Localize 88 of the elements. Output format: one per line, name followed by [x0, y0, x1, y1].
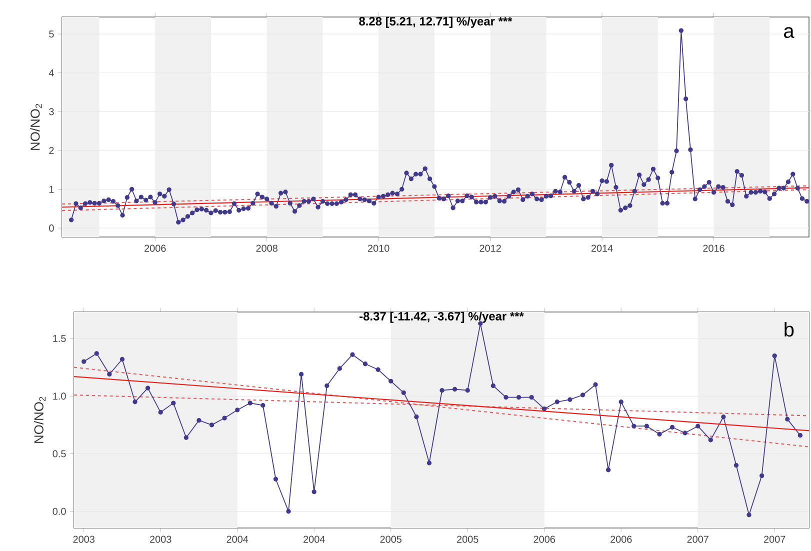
point [235, 408, 240, 412]
x-tick-label: 2003 [73, 536, 94, 543]
point [426, 460, 432, 466]
point [209, 422, 214, 428]
point [196, 418, 202, 423]
y-tick-label: 0.5 [52, 450, 66, 458]
x-tick-label: 2006 [610, 536, 632, 543]
point [107, 372, 112, 377]
point [401, 390, 406, 396]
y-axis-title: NO/NO$_{2}$ [34, 396, 46, 443]
point [222, 416, 227, 420]
point [158, 410, 163, 415]
point [606, 468, 611, 472]
chart-title: -8.37 [-11.42, -3.67] %/year *** [360, 312, 524, 323]
x-tick-label: 2008 [256, 244, 278, 252]
point [298, 372, 304, 377]
point [798, 432, 803, 438]
point [696, 424, 700, 428]
x-tick-label: 2016 [703, 244, 724, 252]
y-tick-label: 2 [49, 146, 54, 154]
point [312, 489, 316, 494]
point [452, 386, 458, 392]
point [529, 394, 534, 400]
point [721, 414, 726, 420]
point [785, 416, 790, 422]
y-tick-label: 0.0 [52, 508, 66, 515]
y-tick-label: 5 [49, 30, 54, 38]
x-tick-label: 2012 [480, 244, 501, 252]
point [657, 432, 662, 437]
x-tick-label: 2007 [764, 536, 786, 543]
y-tick-label: 4 [48, 69, 54, 76]
point [286, 509, 291, 514]
point [644, 424, 650, 428]
y-tick-label: 0 [49, 224, 54, 232]
point [554, 400, 560, 404]
point [94, 351, 99, 356]
point [670, 424, 675, 430]
point [145, 386, 150, 390]
point [82, 359, 86, 364]
point [759, 473, 764, 478]
x-tick-label: 2003 [150, 536, 172, 543]
point [440, 388, 444, 393]
chart-title: 8.28 [5.21, 12.71] %/year *** [359, 16, 512, 28]
x-tick-label: 2014 [591, 244, 613, 252]
y-axis-title: NO/NO$_{2}$ [30, 104, 42, 150]
x-tick-label: 2005 [457, 536, 478, 543]
point [337, 366, 342, 371]
point [593, 382, 598, 387]
point [682, 430, 688, 436]
point [516, 394, 522, 400]
point [376, 367, 380, 372]
point [772, 353, 777, 358]
x-tick-label: 2010 [368, 244, 390, 252]
point [171, 400, 176, 406]
point [504, 394, 508, 400]
point [568, 397, 572, 402]
point [746, 512, 752, 518]
annotation: b [784, 322, 794, 337]
y-tick-label: 1 [49, 186, 54, 193]
point [260, 403, 266, 408]
point [734, 462, 739, 468]
point [580, 392, 586, 398]
point [542, 406, 547, 412]
point [350, 352, 355, 357]
point [132, 400, 138, 404]
point [465, 388, 470, 393]
point [324, 383, 330, 388]
point [184, 435, 189, 440]
point [248, 400, 252, 406]
x-tick-label: 2006 [144, 244, 166, 252]
x-tick-label: 2007 [687, 536, 708, 543]
point [414, 414, 419, 420]
x-tick-label: 2005 [380, 536, 402, 543]
point [490, 383, 496, 388]
point [362, 362, 368, 366]
annotation: a [784, 27, 794, 38]
x-tick-label: 2004 [226, 536, 248, 543]
point [632, 424, 636, 428]
y-tick-label: 3 [49, 108, 54, 116]
y-tick-label: 1.5 [53, 335, 66, 342]
point [708, 438, 713, 442]
point [618, 400, 624, 404]
x-tick-label: 2004 [304, 536, 325, 543]
y-tick-label: 1.0 [53, 392, 66, 400]
point [388, 378, 394, 384]
x-tick-label: 2006 [534, 536, 555, 543]
point [273, 476, 278, 482]
point [120, 356, 125, 362]
